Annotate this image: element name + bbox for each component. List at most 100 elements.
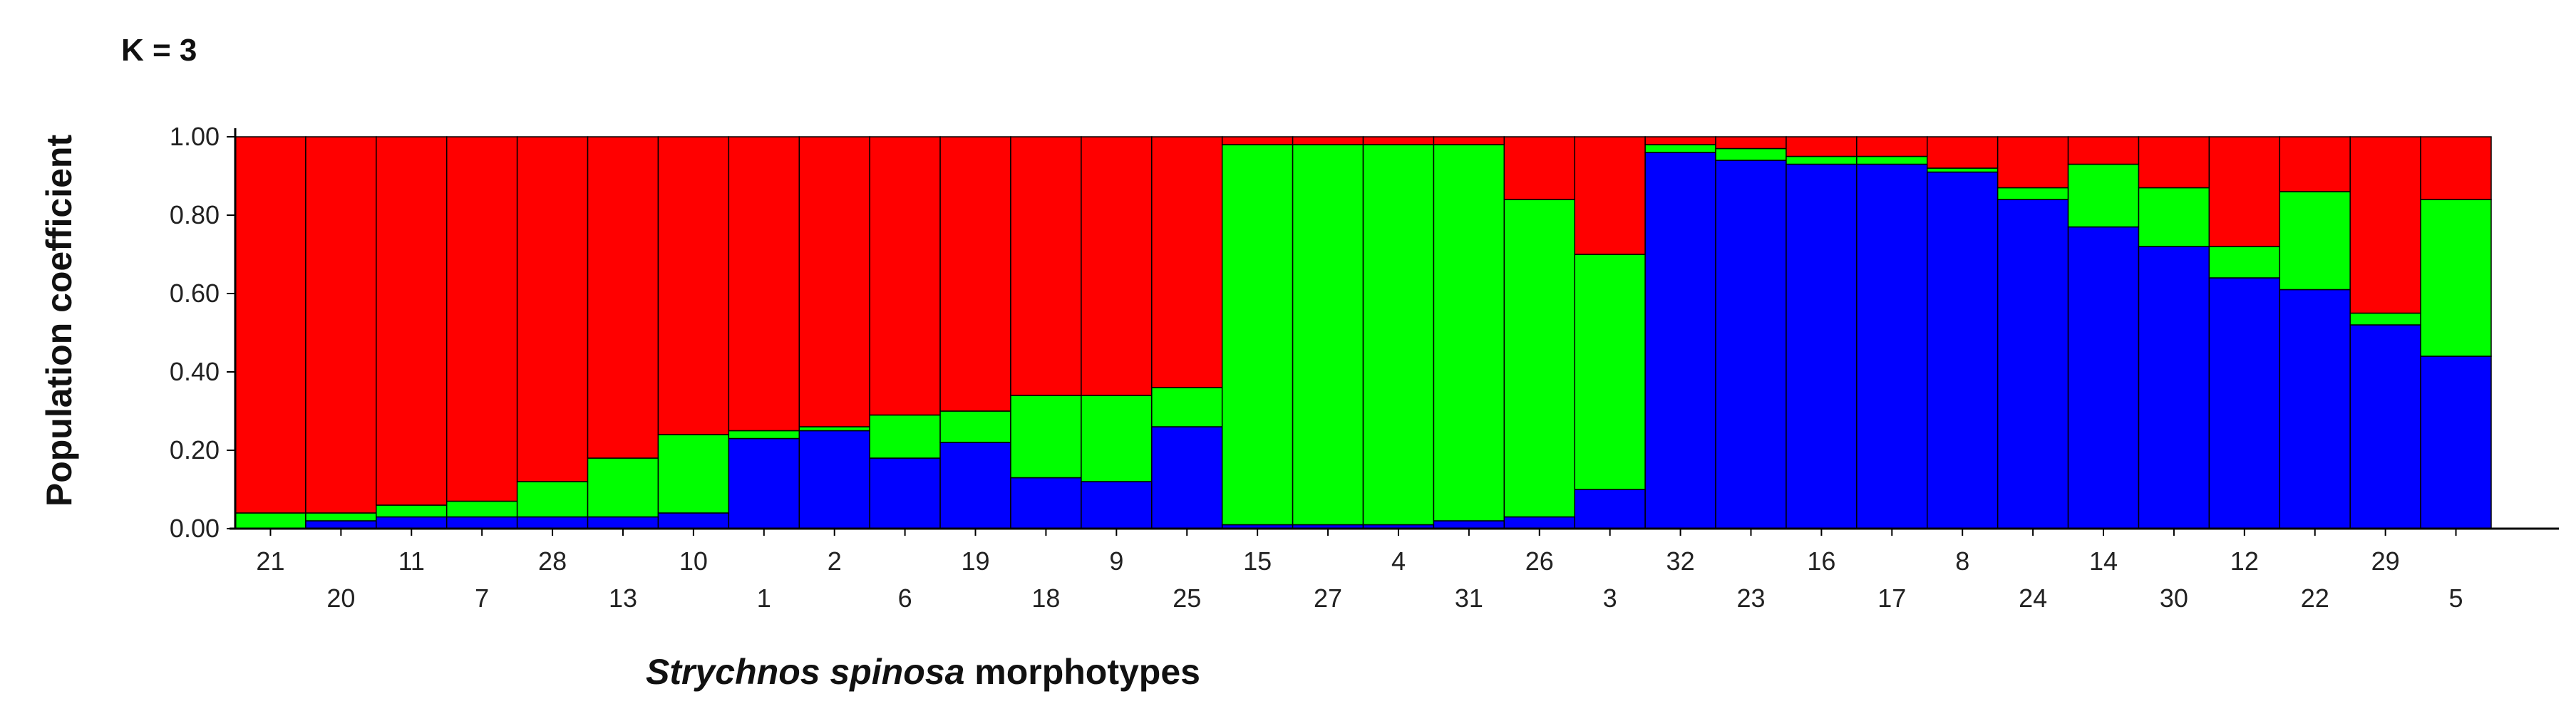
x-axis: 2120117281310126191892515274312633223161…	[230, 527, 2559, 613]
x-tick-label: 32	[1666, 546, 1695, 576]
bar-segment-blue-14	[2067, 226, 2140, 529]
bar-segment-red-14	[2067, 136, 2140, 165]
bar-segment-red-11	[376, 136, 448, 506]
bar-segment-red-7	[445, 136, 518, 502]
x-tick-label: 15	[1243, 546, 1272, 576]
x-tick-label: 23	[1736, 583, 1765, 613]
bar-segment-red-9	[1081, 136, 1153, 396]
y-axis-label: Population coefficient	[39, 135, 79, 507]
bar-segment-green-4	[1362, 144, 1435, 526]
x-axis-label-suffix: morphotypes	[964, 652, 1200, 692]
bar-segment-green-8	[1927, 167, 1999, 173]
plot-area	[235, 136, 2492, 529]
x-tick-label: 4	[1391, 546, 1406, 576]
bar-segment-green-29	[2349, 312, 2421, 326]
x-tick-label: 1	[757, 583, 771, 613]
bar-segment-blue-2	[798, 430, 870, 529]
bar-segment-green-25	[1151, 387, 1223, 427]
x-tick-label: 3	[1603, 583, 1617, 613]
x-axis-label-species: Strychnos spinosa	[646, 652, 964, 692]
bar-segment-green-11	[376, 504, 448, 518]
bar-segment-red-6	[869, 136, 941, 416]
x-tick-label: 17	[1877, 583, 1906, 613]
x-tick-label: 13	[609, 583, 637, 613]
bar-segment-red-25	[1151, 136, 1223, 388]
x-tick-label: 9	[1109, 546, 1123, 576]
bar-segment-blue-18	[1010, 477, 1082, 529]
bar-segment-red-18	[1010, 136, 1082, 396]
bar-segment-red-20	[305, 136, 377, 514]
bar-segment-red-3	[1574, 136, 1646, 255]
bar-segment-green-19	[939, 410, 1011, 443]
bar-segment-red-17	[1856, 136, 1928, 157]
bar-segment-blue-19	[939, 442, 1011, 529]
bar-segment-green-28	[516, 481, 589, 518]
x-tick-label: 8	[1955, 546, 1969, 576]
bar-segment-blue-12	[2208, 277, 2281, 529]
x-tick-label: 12	[2230, 546, 2259, 576]
bar-segment-green-21	[235, 512, 306, 529]
x-tick-label: 20	[326, 583, 355, 613]
bar-segment-red-27	[1292, 136, 1364, 145]
bar-segment-green-16	[1786, 155, 1858, 165]
bar-segment-red-12	[2208, 136, 2281, 247]
x-tick-label: 19	[961, 546, 989, 576]
bar-segment-green-7	[445, 500, 518, 518]
bar-segment-red-4	[1362, 136, 1435, 145]
y-tick-label: 1.00	[170, 122, 220, 151]
bar-segment-blue-28	[516, 516, 589, 529]
x-tick-label: 7	[475, 583, 489, 613]
x-tick-label: 21	[256, 546, 284, 576]
bar-segment-blue-20	[305, 520, 377, 529]
bar-segment-blue-22	[2279, 289, 2351, 529]
x-tick-label: 18	[1031, 583, 1060, 613]
bar-segment-green-31	[1433, 144, 1505, 522]
x-tick-label: 6	[898, 583, 912, 613]
bar-segment-blue-9	[1081, 481, 1153, 529]
bar-segment-green-24	[1997, 187, 2069, 200]
bar-segment-green-30	[2138, 187, 2210, 247]
bar-segment-green-27	[1292, 144, 1364, 526]
x-tick-label: 27	[1314, 583, 1342, 613]
bar-segment-red-13	[587, 136, 659, 459]
bar-segment-blue-1	[728, 437, 800, 529]
bar-segment-blue-10	[657, 512, 730, 529]
bar-segment-red-32	[1644, 136, 1716, 145]
x-tick-label: 24	[2019, 583, 2047, 613]
bar-segment-green-1	[728, 430, 800, 440]
bar-segment-red-8	[1927, 136, 1999, 169]
bar-segment-green-2	[798, 426, 870, 432]
bar-segment-green-18	[1010, 395, 1082, 479]
bar-segment-red-21	[235, 136, 306, 514]
bar-segment-red-16	[1786, 136, 1858, 157]
bar-segment-green-32	[1644, 144, 1716, 153]
bar-segment-red-28	[516, 136, 589, 482]
bar-segment-green-15	[1221, 144, 1294, 526]
bar-segment-red-30	[2138, 136, 2210, 189]
x-tick-label: 28	[538, 546, 567, 576]
x-tick-label: 11	[398, 546, 425, 576]
bar-segment-blue-3	[1574, 489, 1646, 529]
bar-segment-green-14	[2067, 163, 2140, 228]
y-axis: 0.00 0.20 0.40 0.60 0.80 1.00	[170, 122, 237, 543]
bar-segment-red-1	[728, 136, 800, 432]
x-tick-label: 10	[679, 546, 708, 576]
bar-segment-green-10	[657, 434, 730, 514]
bar-segment-red-29	[2349, 136, 2421, 314]
y-tick-label: 0.40	[170, 357, 220, 386]
bar-segment-blue-17	[1856, 163, 1928, 529]
x-tick-label: 5	[2449, 583, 2463, 613]
bar-segment-blue-16	[1786, 163, 1858, 529]
y-tick-label: 0.60	[170, 279, 220, 308]
bar-segment-blue-13	[587, 516, 659, 529]
bar-segment-blue-11	[376, 516, 448, 529]
x-tick-label: 14	[2089, 546, 2118, 576]
bar-segment-green-26	[1503, 199, 1575, 518]
x-tick-label: 2	[828, 546, 842, 576]
bar-segment-green-9	[1081, 395, 1153, 482]
bar-segment-blue-7	[445, 516, 518, 529]
bar-segment-red-10	[657, 136, 730, 435]
bar-segment-red-24	[1997, 136, 2069, 189]
bar-segment-green-12	[2208, 246, 2281, 279]
bar-segment-green-22	[2279, 191, 2351, 291]
